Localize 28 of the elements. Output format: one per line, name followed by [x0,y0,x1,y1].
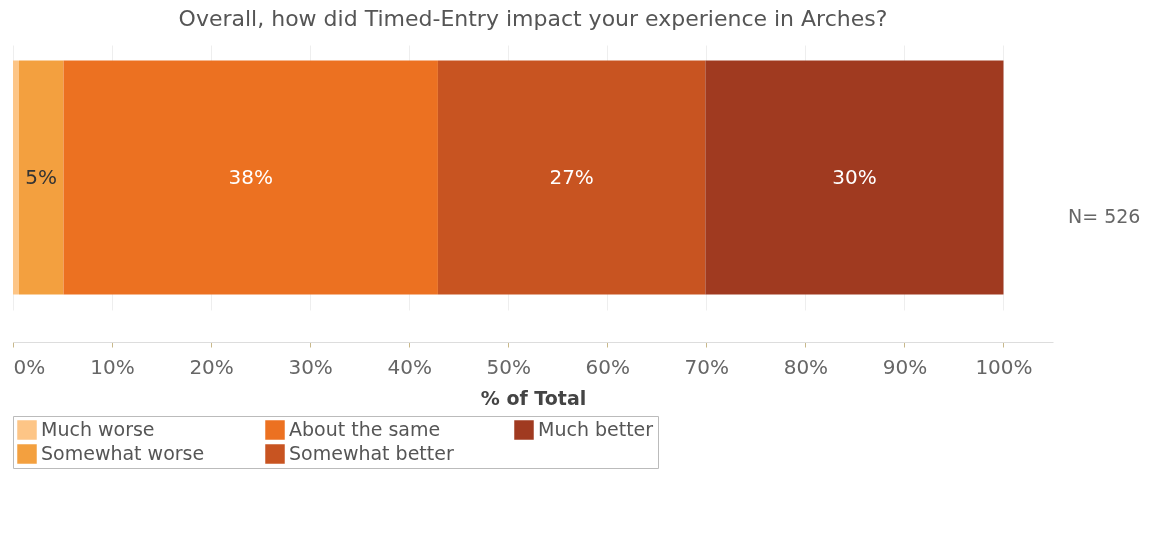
x-tick-label: 70% [684,354,730,379]
legend-label: Much worse [41,418,155,440]
x-tick-label: 40% [387,354,432,379]
data-label: 5% [25,164,58,189]
bar [437,60,706,295]
chart-title: Overall, how did Timed-Entry impact your experience in Arches? [178,6,888,31]
x-tick-label: 10% [90,354,135,379]
x-tick-label: 60% [585,354,631,379]
x-tick-label: 30% [288,354,333,379]
text: N= 526 [1068,205,1141,228]
bar [63,60,438,295]
x-tick-label: 100% [975,354,1033,379]
bar [705,60,1004,295]
x-tick-label: 0% [13,354,46,379]
legend-label: Somewhat worse [41,442,205,464]
x-tick-label: 90% [882,354,928,379]
x-axis-title: % of Total [480,386,587,409]
bar [18,60,64,295]
legend-label: Much better [538,418,654,440]
bar [13,60,19,295]
legend-label: About the same [289,418,441,440]
x-tick-label: 80% [783,354,829,379]
data-label: 30% [832,164,877,189]
x-tick-label: 20% [189,354,234,379]
x-tick-label: 50% [486,354,531,379]
legend-label: Somewhat better [289,442,454,464]
data-label: 38% [228,164,273,189]
data-label: 27% [549,164,594,189]
